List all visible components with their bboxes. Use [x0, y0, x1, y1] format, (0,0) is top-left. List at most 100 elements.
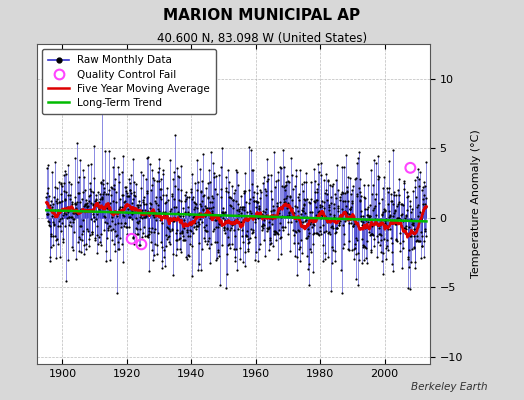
Point — [103, 225, 112, 232]
Point — [357, 236, 366, 242]
Point — [416, 168, 424, 175]
Point — [74, 190, 83, 196]
Point — [202, 185, 210, 192]
Point — [314, 169, 323, 175]
Point — [283, 213, 291, 219]
Point — [409, 222, 417, 228]
Point — [269, 203, 278, 209]
Point — [354, 223, 362, 230]
Point — [293, 227, 302, 234]
Point — [135, 242, 144, 248]
Point — [269, 212, 277, 218]
Point — [166, 228, 174, 234]
Point — [194, 266, 203, 273]
Point — [271, 184, 280, 190]
Point — [45, 219, 53, 225]
Point — [207, 241, 215, 247]
Point — [133, 231, 141, 238]
Point — [208, 210, 216, 216]
Point — [293, 240, 302, 246]
Point — [84, 162, 92, 168]
Point — [78, 208, 86, 214]
Point — [69, 246, 78, 253]
Point — [391, 208, 399, 215]
Point — [262, 212, 270, 218]
Point — [251, 216, 259, 222]
Point — [330, 214, 338, 220]
Point — [291, 228, 299, 234]
Point — [289, 186, 298, 192]
Point — [216, 218, 225, 224]
Point — [398, 238, 407, 244]
Point — [276, 164, 284, 171]
Point — [97, 242, 105, 249]
Point — [190, 213, 199, 220]
Point — [277, 214, 286, 220]
Point — [104, 203, 113, 209]
Point — [128, 207, 136, 214]
Point — [275, 206, 283, 213]
Point — [360, 242, 368, 249]
Point — [46, 258, 54, 264]
Point — [84, 198, 93, 204]
Point — [151, 217, 160, 223]
Point — [99, 177, 107, 183]
Point — [117, 220, 125, 226]
Point — [233, 169, 241, 175]
Point — [80, 203, 88, 210]
Point — [285, 210, 293, 216]
Point — [174, 172, 182, 179]
Point — [206, 204, 215, 211]
Point — [196, 216, 204, 223]
Point — [273, 212, 281, 218]
Point — [83, 203, 92, 209]
Point — [168, 226, 176, 232]
Point — [396, 248, 404, 254]
Point — [381, 216, 390, 222]
Point — [297, 237, 305, 244]
Point — [92, 216, 100, 222]
Point — [379, 185, 387, 192]
Point — [133, 219, 141, 225]
Point — [401, 225, 409, 231]
Point — [130, 188, 138, 195]
Point — [197, 203, 205, 209]
Point — [249, 228, 258, 235]
Point — [302, 235, 310, 241]
Point — [292, 254, 301, 260]
Point — [167, 206, 175, 213]
Point — [384, 247, 392, 253]
Point — [199, 206, 208, 213]
Point — [417, 255, 425, 262]
Point — [373, 222, 381, 229]
Point — [171, 237, 180, 243]
Point — [182, 189, 190, 195]
Point — [95, 234, 103, 240]
Point — [389, 192, 398, 198]
Point — [272, 229, 280, 235]
Point — [227, 203, 236, 209]
Point — [253, 183, 261, 190]
Point — [278, 183, 287, 189]
Point — [200, 238, 209, 244]
Point — [357, 208, 365, 214]
Point — [211, 212, 219, 218]
Point — [118, 241, 127, 248]
Point — [406, 202, 414, 209]
Point — [205, 260, 214, 266]
Point — [414, 212, 422, 219]
Point — [322, 216, 331, 222]
Point — [359, 244, 367, 250]
Point — [336, 218, 345, 224]
Point — [304, 226, 312, 232]
Point — [279, 147, 287, 154]
Point — [362, 245, 370, 252]
Point — [139, 171, 148, 178]
Point — [109, 164, 117, 170]
Point — [125, 214, 134, 221]
Point — [160, 200, 169, 206]
Point — [209, 204, 217, 210]
Point — [61, 168, 70, 174]
Point — [410, 233, 418, 239]
Point — [311, 189, 320, 196]
